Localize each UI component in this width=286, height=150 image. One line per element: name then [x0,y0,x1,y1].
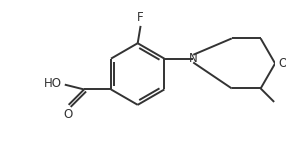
Text: O: O [63,108,72,121]
Text: O: O [278,57,286,70]
Text: N: N [189,52,198,65]
Text: HO: HO [44,77,62,90]
Text: F: F [137,11,144,24]
